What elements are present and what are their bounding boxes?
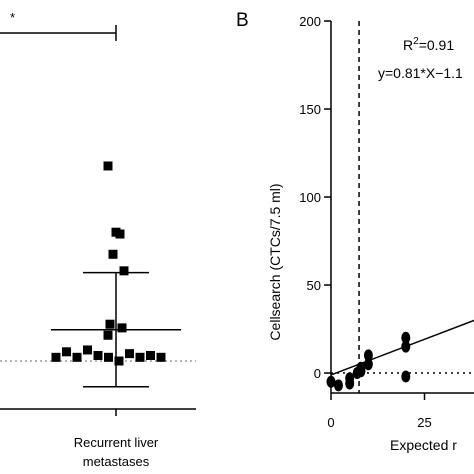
data-point — [72, 352, 82, 362]
r2-value: =0.91 — [419, 37, 455, 53]
data-point — [345, 377, 355, 390]
data-point — [146, 350, 155, 360]
panel-a: * Recurrent liver metastases — [0, 10, 196, 469]
regression-equation: y=0.81*X−1.1 — [378, 65, 463, 81]
data-point — [401, 331, 411, 344]
panel-label: B — [236, 10, 249, 31]
data-point — [111, 227, 121, 237]
x-ticks: 02550 — [327, 393, 432, 430]
r2-base: R — [403, 37, 413, 53]
data-point — [363, 349, 373, 362]
r-squared-annotation: R2=0.91 — [403, 36, 454, 53]
significance-star: * — [10, 10, 15, 25]
data-point — [83, 345, 92, 355]
r2-superscript: 2 — [413, 36, 419, 47]
y-tick-label: 200 — [299, 14, 321, 29]
data-point — [114, 356, 124, 366]
y-tick-label: 150 — [299, 102, 321, 117]
data-point — [93, 350, 103, 360]
data-points — [326, 331, 411, 392]
data-point — [62, 347, 71, 357]
error-bar — [51, 271, 181, 388]
y-axis-label: Cellsearch (CTCs/7.5 ml) — [267, 183, 283, 340]
data-point — [363, 358, 373, 371]
category-label-line-2: metastases — [83, 454, 150, 469]
data-point — [51, 352, 61, 362]
data-point — [356, 365, 366, 378]
data-point — [135, 352, 145, 362]
panel-b: B Cellsearch (CTCs/7.5 ml) 050100150200 … — [236, 10, 474, 453]
y-tick-label: 0 — [314, 366, 321, 381]
data-point — [156, 352, 166, 362]
data-points — [51, 161, 166, 366]
data-point — [401, 370, 411, 383]
data-point — [125, 349, 134, 359]
data-point — [103, 161, 113, 171]
data-point — [119, 266, 129, 276]
data-point — [105, 319, 115, 329]
x-axis-label: Expected r — [390, 437, 457, 453]
data-point — [117, 323, 127, 333]
category-label-line-1: Recurrent liver — [74, 435, 159, 450]
x-tick-label: 25 — [417, 415, 431, 430]
data-point — [401, 340, 411, 353]
data-point — [326, 375, 336, 388]
data-point — [108, 249, 118, 259]
x-tick-label: 0 — [327, 415, 334, 430]
data-point — [104, 352, 113, 362]
y-tick-label: 100 — [299, 190, 321, 205]
data-point — [103, 330, 113, 340]
y-ticks: 0 50 100 150 200 — [299, 14, 331, 381]
data-point — [333, 379, 343, 392]
regression-line — [330, 319, 474, 376]
y-tick-label: 50 — [307, 278, 321, 293]
